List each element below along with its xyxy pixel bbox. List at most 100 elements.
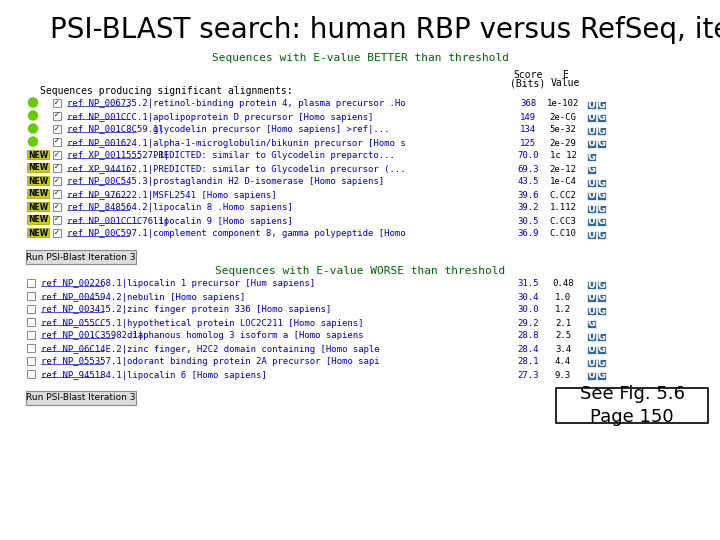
Text: nebulin [Homo sapiens]: nebulin [Homo sapiens]: [127, 293, 246, 301]
Circle shape: [29, 98, 37, 107]
Text: ✓: ✓: [54, 99, 60, 105]
FancyBboxPatch shape: [587, 372, 596, 380]
FancyBboxPatch shape: [587, 218, 596, 226]
Text: 29.2: 29.2: [517, 319, 539, 327]
FancyBboxPatch shape: [587, 359, 596, 367]
Text: ref NP_945184.1|: ref NP_945184.1|: [41, 370, 127, 380]
FancyBboxPatch shape: [27, 343, 35, 352]
FancyBboxPatch shape: [597, 126, 606, 134]
Text: lipocalin 6 [Homo sapiens]: lipocalin 6 [Homo sapiens]: [127, 370, 266, 380]
Text: ref NP_001624.1|: ref NP_001624.1|: [67, 138, 153, 147]
Text: 2.5: 2.5: [555, 332, 571, 341]
Text: 39.6: 39.6: [517, 191, 539, 199]
Text: ✓: ✓: [54, 178, 60, 184]
Text: G: G: [598, 99, 606, 110]
Text: 368: 368: [520, 99, 536, 109]
Text: G: G: [598, 332, 606, 341]
Text: 1e-C4: 1e-C4: [549, 178, 577, 186]
Text: 0.48: 0.48: [552, 280, 574, 288]
Text: odorant binding protein 2A precursor [Homo sapi: odorant binding protein 2A precursor [Ho…: [127, 357, 379, 367]
Text: G: G: [598, 125, 606, 136]
Text: G: G: [598, 178, 606, 187]
Text: ✓: ✓: [54, 165, 60, 171]
FancyBboxPatch shape: [53, 228, 61, 237]
Text: G: G: [588, 165, 595, 174]
FancyBboxPatch shape: [53, 98, 61, 106]
FancyBboxPatch shape: [53, 177, 61, 185]
Text: U: U: [588, 191, 595, 200]
Text: 28.8: 28.8: [517, 332, 539, 341]
Text: U: U: [588, 125, 595, 136]
FancyBboxPatch shape: [587, 113, 596, 122]
Text: Sequences with E-value BETTER than threshold: Sequences with E-value BETTER than thres…: [212, 53, 508, 63]
FancyBboxPatch shape: [53, 151, 61, 159]
Text: U: U: [588, 306, 595, 315]
FancyBboxPatch shape: [587, 126, 596, 134]
Text: G: G: [598, 204, 606, 213]
Text: PREDICTED: similar to Glycodelin precursor (...: PREDICTED: similar to Glycodelin precurs…: [153, 165, 405, 173]
Text: 27.3: 27.3: [517, 370, 539, 380]
FancyBboxPatch shape: [27, 305, 35, 313]
Text: 9.3: 9.3: [555, 370, 571, 380]
Text: E: E: [562, 70, 568, 80]
Text: ref NP_002268.1|: ref NP_002268.1|: [41, 280, 127, 288]
Text: 39.2: 39.2: [517, 204, 539, 213]
Text: 3.4: 3.4: [555, 345, 571, 354]
Text: G: G: [598, 191, 606, 200]
Text: 1.0: 1.0: [555, 293, 571, 301]
Text: U: U: [588, 370, 595, 381]
Text: Value: Value: [550, 78, 580, 88]
Text: lipocalin 9 [Homo sapiens]: lipocalin 9 [Homo sapiens]: [153, 217, 293, 226]
FancyBboxPatch shape: [597, 179, 606, 186]
Text: Sequences with E-value WORSE than threshold: Sequences with E-value WORSE than thresh…: [215, 266, 505, 276]
Text: ✓: ✓: [54, 125, 60, 132]
FancyBboxPatch shape: [587, 100, 596, 109]
Text: G: G: [598, 306, 606, 315]
Text: NEW: NEW: [28, 177, 48, 186]
Text: ref NP_055CC5.1|: ref NP_055CC5.1|: [41, 319, 127, 327]
Text: 2e-12: 2e-12: [549, 165, 577, 173]
Text: ref XP_001155527.1|: ref XP_001155527.1|: [67, 152, 169, 160]
Text: U: U: [588, 178, 595, 187]
Text: G: G: [598, 230, 606, 240]
Text: 28.1: 28.1: [517, 357, 539, 367]
FancyBboxPatch shape: [27, 215, 49, 224]
FancyBboxPatch shape: [587, 152, 596, 160]
Text: G: G: [598, 293, 606, 302]
FancyBboxPatch shape: [26, 250, 136, 264]
Text: ✓: ✓: [54, 152, 60, 158]
Text: G: G: [598, 112, 606, 123]
Circle shape: [29, 124, 37, 133]
Text: NEW: NEW: [28, 228, 48, 238]
Text: G: G: [598, 345, 606, 354]
Text: U: U: [588, 112, 595, 123]
Text: G: G: [598, 370, 606, 381]
FancyBboxPatch shape: [587, 205, 596, 213]
FancyBboxPatch shape: [27, 163, 49, 172]
FancyBboxPatch shape: [587, 280, 596, 288]
FancyBboxPatch shape: [27, 279, 35, 287]
Text: ✓: ✓: [54, 112, 60, 118]
Text: U: U: [588, 357, 595, 368]
Text: alpha-1-microglobulin/bikunin precursor [Homo s: alpha-1-microglobulin/bikunin precursor …: [153, 138, 405, 147]
Text: retinol-binding protein 4, plasma precursor .Ho: retinol-binding protein 4, plasma precur…: [153, 99, 405, 109]
Text: 2.1: 2.1: [555, 319, 571, 327]
FancyBboxPatch shape: [27, 189, 49, 198]
FancyBboxPatch shape: [587, 192, 596, 199]
Text: glycodelin precursor [Homo sapiens] >ref|...: glycodelin precursor [Homo sapiens] >ref…: [153, 125, 390, 134]
FancyBboxPatch shape: [587, 320, 596, 327]
Text: PREDICTED: similar to Glycodelin preparcto...: PREDICTED: similar to Glycodelin preparc…: [153, 152, 395, 160]
Text: ref NP_003415.2|: ref NP_003415.2|: [41, 306, 127, 314]
Text: 30.5: 30.5: [517, 217, 539, 226]
FancyBboxPatch shape: [27, 318, 35, 326]
Text: NEW: NEW: [28, 190, 48, 199]
Text: prostaglandin H2 D-isomerase [Homo sapiens]: prostaglandin H2 D-isomerase [Homo sapie…: [153, 178, 384, 186]
Text: ref NP_06C14E.2|: ref NP_06C14E.2|: [41, 345, 127, 354]
Text: diaphanous homolog 3 isoform a [Homo sapiens: diaphanous homolog 3 isoform a [Homo sap…: [127, 332, 364, 341]
Text: G: G: [598, 357, 606, 368]
Text: 5e-32: 5e-32: [549, 125, 577, 134]
Text: ref NP_00C597.1|: ref NP_00C597.1|: [67, 230, 153, 239]
FancyBboxPatch shape: [27, 292, 35, 300]
Text: 36.9: 36.9: [517, 230, 539, 239]
FancyBboxPatch shape: [27, 150, 49, 159]
